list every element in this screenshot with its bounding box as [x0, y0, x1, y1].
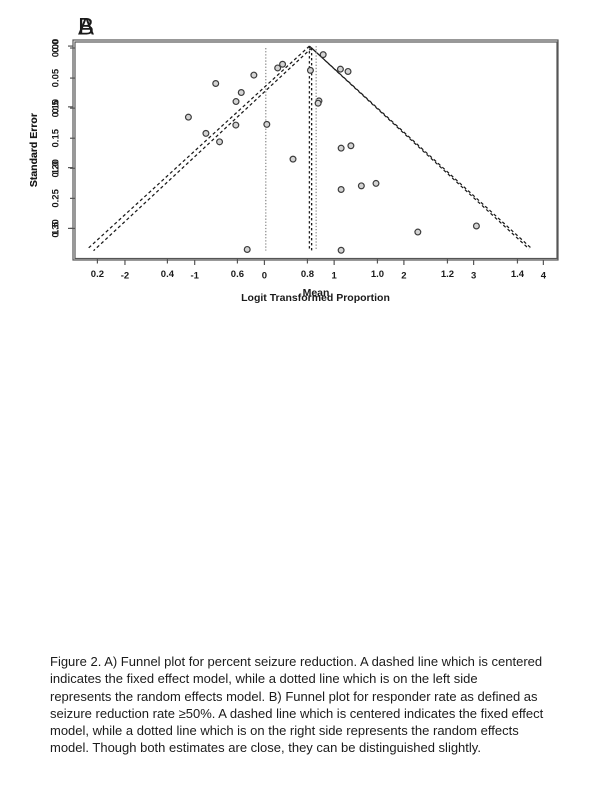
data-point [344, 67, 352, 75]
x-tick-label: 0.8 [301, 269, 314, 280]
data-point [232, 121, 240, 129]
data-point [336, 65, 344, 73]
data-point [414, 228, 422, 236]
y-tick-label: 0.20 [51, 159, 62, 178]
panel-label: A [78, 14, 94, 41]
x-tick-label: 1.0 [371, 269, 384, 280]
y-tick-label: 0.0 [51, 39, 62, 52]
x-tick-label: 1.4 [511, 269, 525, 280]
plot-border [74, 41, 558, 260]
x-tick-label: 0.2 [91, 269, 104, 280]
x-tick-label: 0.4 [161, 269, 175, 280]
data-point [289, 155, 297, 163]
x-tick-label: 0.6 [231, 269, 244, 280]
caption-line: seizure reduction rate ≥50%. A dashed li… [50, 705, 544, 721]
data-point [372, 179, 380, 187]
funnel-boundary-line [88, 45, 310, 249]
x-axis-label: Mean [303, 287, 330, 299]
y-tick-label: 0.30 [51, 219, 62, 238]
x-tick-label: 4 [541, 271, 547, 282]
data-point [202, 129, 210, 137]
x-tick-label: 1 [332, 271, 338, 282]
x-tick-label: 3 [471, 271, 476, 282]
y-tick-label: 1.0 [51, 161, 62, 174]
data-point [472, 222, 480, 230]
data-point [337, 186, 345, 194]
caption-line: Figure 2. A) Funnel plot for percent sei… [50, 654, 543, 669]
y-tick-label: 0.00 [51, 39, 62, 58]
y-tick-label: 1.5 [51, 221, 62, 235]
caption-line: indicates the fixed effect model, while … [50, 671, 478, 687]
data-point [279, 60, 287, 68]
funnel-plot-a: A0.2 0.4 0.6 0.8 1.0 1.2 1.40.000.050.100.150.… [28, 14, 558, 299]
data-point [250, 71, 258, 79]
data-point [216, 138, 224, 146]
figure-caption: Figure 2. A) Funnel plot for percent sei… [50, 653, 544, 757]
data-point [274, 64, 282, 72]
x-axis-label: Logit Transformed Proportion [241, 292, 390, 304]
data-point [347, 142, 355, 150]
x-tick-label: -1 [190, 271, 199, 282]
data-point [337, 246, 345, 254]
funnel-plot-b: B -2 -1 0 1 2 3 4 0.0 0.5 1.0 1.5 Logit Transformed … [28, 14, 559, 304]
caption-line: model, while a dotted line which is on t… [50, 723, 519, 739]
caption-line: represents the random effects model. B) … [50, 688, 538, 704]
y-axis-label: Standard Error [28, 113, 40, 187]
x-tick-label: 2 [401, 271, 406, 282]
data-point [357, 182, 365, 190]
x-tick-label: 0 [262, 271, 267, 282]
caption-line: model. Though both estimates are close, … [50, 740, 481, 756]
data-point [263, 120, 271, 128]
data-point [337, 144, 345, 152]
x-tick-label: 1.2 [441, 269, 454, 280]
data-point [184, 113, 192, 121]
data-point [306, 66, 314, 74]
y-tick-label: 0.10 [51, 99, 62, 118]
plot-border [72, 39, 559, 261]
y-axis-label: Standard Error [28, 113, 40, 187]
y-tick-label: 0.15 [51, 128, 62, 147]
data-point [314, 99, 322, 107]
data-point [237, 89, 245, 97]
funnel-boundary-line [308, 45, 533, 250]
data-point [319, 51, 327, 59]
x-tick-label: -2 [121, 271, 129, 282]
data-point [212, 79, 220, 87]
y-tick-label: 0.5 [51, 100, 62, 114]
panel-label: B [78, 14, 94, 41]
data-point [232, 98, 240, 106]
y-tick-label: 0.05 [51, 68, 62, 87]
data-point [243, 245, 251, 253]
y-tick-label: 0.25 [51, 188, 62, 207]
